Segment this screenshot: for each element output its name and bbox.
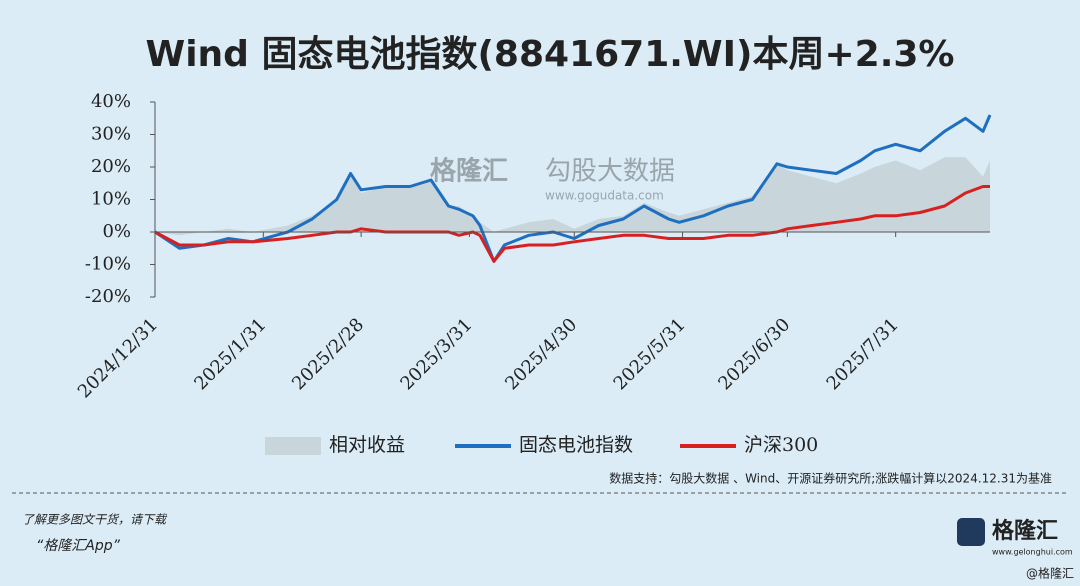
watermark-logo: 格隆汇	[430, 156, 508, 187]
y-tick-label: 40%	[91, 91, 131, 112]
y-tick-label: 0%	[102, 221, 131, 242]
x-tick-label: 2025/1/31	[190, 314, 270, 394]
watermark-site: www.gogudata.com	[545, 189, 664, 203]
y-tick-label: -20%	[85, 286, 131, 307]
y-tick-label: 30%	[91, 124, 131, 145]
x-tick-label: 2024/12/31	[74, 314, 162, 402]
x-tick-label: 2025/5/31	[610, 314, 690, 394]
source-note: 数据支持：勾股大数据 、Wind、开源证券研究所;涨跌幅计算以2024.12.3…	[609, 471, 1052, 486]
y-tick-label: 20%	[91, 156, 131, 177]
watermark: 格隆汇 勾股大数据 www.gogudata.com	[430, 156, 675, 203]
logo-icon	[957, 518, 985, 546]
line	[154, 114, 992, 263]
area	[155, 157, 990, 236]
y-tick-label: 10%	[91, 189, 131, 210]
watermark-brand: 勾股大数据	[545, 157, 675, 187]
legend-label: 固态电池指数	[519, 434, 633, 456]
app-name: “格隆汇App”	[36, 538, 121, 554]
x-tick-label: 2025/2/28	[288, 314, 368, 394]
corner-mark: @格隆汇	[1026, 566, 1074, 581]
logo-text: 格隆汇	[992, 518, 1058, 544]
logo-site: www.gelonghui.com	[992, 548, 1073, 557]
line	[154, 185, 990, 263]
x-tick-label: 2025/4/30	[501, 314, 581, 394]
x-tick-label: 2025/7/31	[823, 314, 903, 394]
x-tick-label: 2025/6/30	[714, 314, 794, 394]
chart-title: Wind 固态电池指数(8841671.WI)本周+2.3%	[145, 34, 954, 75]
promo-text: 了解更多图文干货，请下载	[22, 513, 168, 527]
y-tick-label: -10%	[85, 254, 131, 275]
legend-label: 相对收益	[329, 434, 405, 456]
legend-swatch	[265, 437, 321, 455]
legend-label: 沪深300	[744, 434, 818, 456]
x-tick-label: 2025/3/31	[396, 314, 476, 394]
